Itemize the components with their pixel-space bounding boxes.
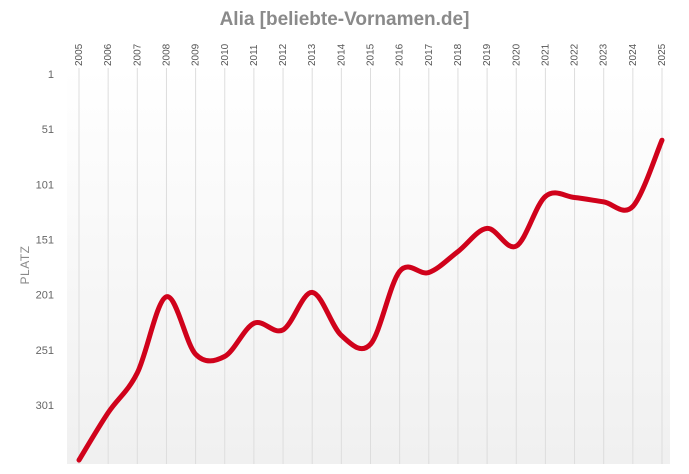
x-tick-label: 2008 (161, 43, 172, 66)
x-tick-label: 2012 (278, 43, 289, 66)
x-tick-label: 2009 (191, 43, 202, 66)
x-tick-label: 2014 (336, 43, 347, 66)
chart-title: Alia [beliebte-Vornamen.de] (219, 9, 470, 30)
x-tick-label: 2016 (395, 43, 406, 66)
grid-lines (78, 68, 663, 464)
x-tick-label: 2011 (249, 44, 260, 66)
x-tick-label: 2020 (511, 43, 522, 66)
x-tick-label: 2015 (366, 43, 377, 66)
y-tick-label: 201 (36, 290, 54, 302)
series-layer (76, 137, 665, 463)
x-tick-label: 2013 (307, 43, 318, 66)
x-tick-label: 2017 (424, 43, 435, 66)
x-tick-label: 2005 (74, 43, 85, 66)
y-tick-label: 51 (42, 124, 54, 136)
x-tick-label: 2018 (453, 43, 464, 66)
plot-background (67, 68, 670, 464)
x-tick-label: 2024 (628, 43, 639, 66)
x-tick-label: 2021 (540, 43, 551, 66)
x-tick-label: 2010 (220, 43, 231, 66)
x-tick-label: 2025 (657, 43, 668, 66)
x-tick-label: 2019 (482, 43, 493, 66)
y-tick-label: 301 (36, 400, 54, 412)
x-tick-label: 2022 (570, 43, 581, 66)
x-tick-labels: 2005 2006 2007 2008 2009 2010 2011 2012 2013 2014… (74, 43, 668, 66)
y-tick-label: 1 (48, 69, 54, 81)
x-tick-label: 2023 (599, 43, 610, 66)
x-tick-label: 2006 (103, 43, 114, 66)
x-tick-label: 2007 (132, 43, 143, 66)
y-tick-label: 251 (36, 345, 54, 357)
series-line (76, 137, 665, 463)
y-axis-label: PLATZ (18, 246, 32, 285)
y-tick-label: 101 (36, 179, 54, 191)
y-tick-label: 151 (36, 234, 54, 246)
